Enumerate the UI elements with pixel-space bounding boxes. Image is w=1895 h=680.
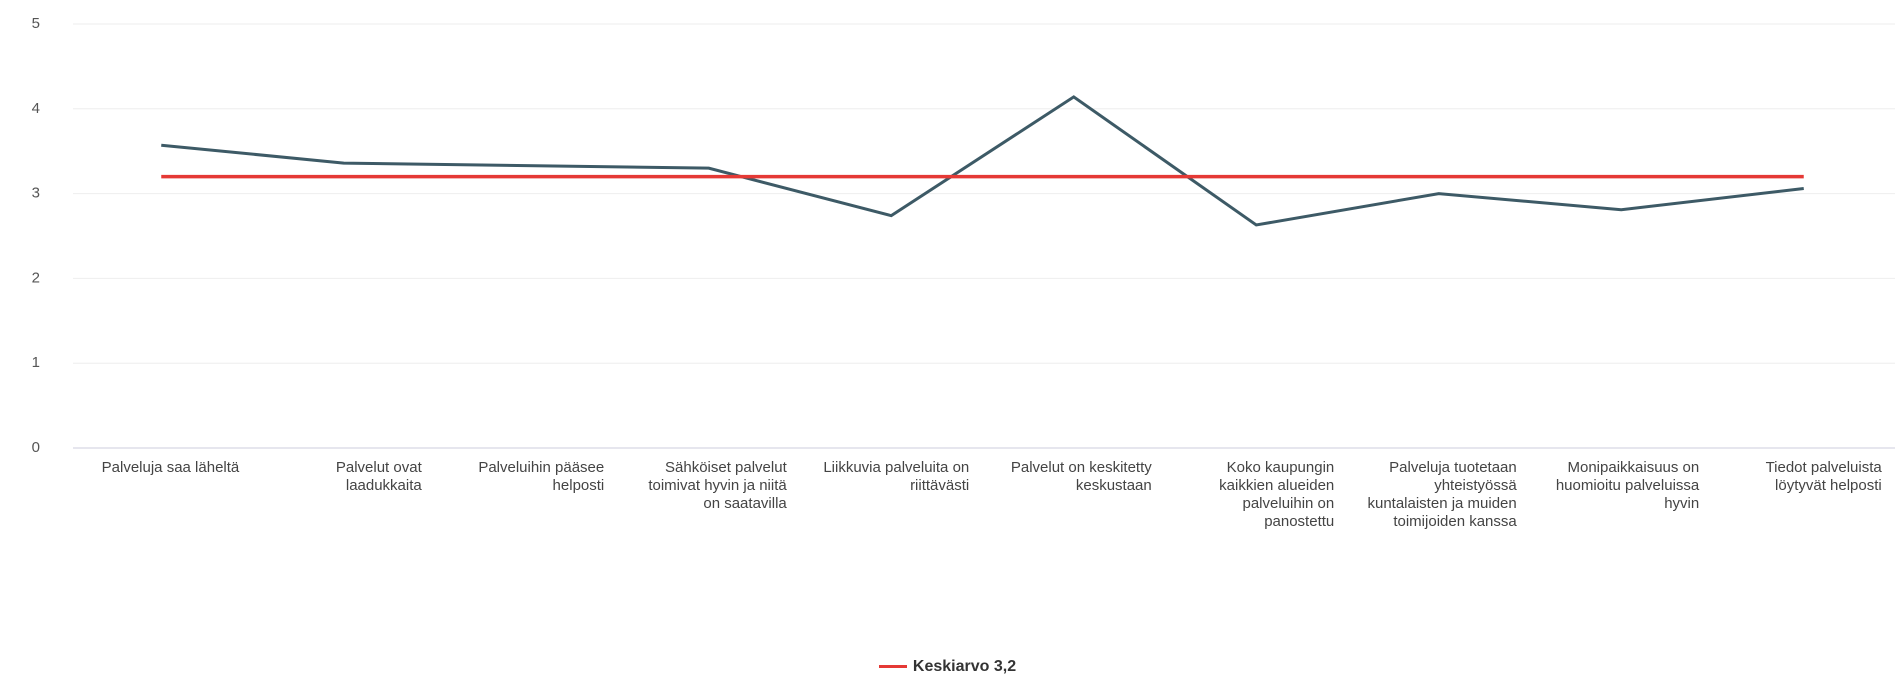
x-tick-label: Palveluihin pääsee helposti	[478, 459, 605, 494]
x-tick-label: Palveluja saa läheltä	[101, 459, 240, 476]
x-tick-label: Monipaikkaisuus on huomioitu palveluissa…	[1555, 459, 1700, 512]
x-tick-label: Tiedot palveluista löytyvät helposti	[1765, 459, 1882, 494]
y-tick-label: 0	[32, 439, 40, 456]
x-tick-label: Palvelut ovat laadukkaita	[335, 459, 422, 494]
x-tick-label: Palveluja tuotetaan yhteistyössä kuntala…	[1367, 459, 1517, 530]
x-tick-label: Liikkuvia palveluita on riittävästi	[823, 459, 970, 494]
y-tick-label: 1	[32, 354, 40, 371]
y-tick-label: 3	[32, 185, 40, 202]
legend-swatch	[878, 665, 907, 669]
y-tick-label: 2	[32, 269, 40, 286]
y-tick-label: 5	[32, 15, 40, 32]
line-series	[161, 95, 1804, 227]
legend: Keskiarvo 3,2	[0, 658, 1895, 676]
x-tick-label: Koko kaupungin kaikkien alueiden palvelu…	[1219, 459, 1335, 530]
x-tick-label: Palvelut on keskitetty keskustaan	[1010, 459, 1152, 494]
x-tick-label: Sähköiset palvelut toimivat hyvin ja nii…	[648, 459, 787, 512]
y-tick-label: 4	[32, 100, 40, 117]
legend-label: Keskiarvo 3,2	[912, 658, 1017, 675]
